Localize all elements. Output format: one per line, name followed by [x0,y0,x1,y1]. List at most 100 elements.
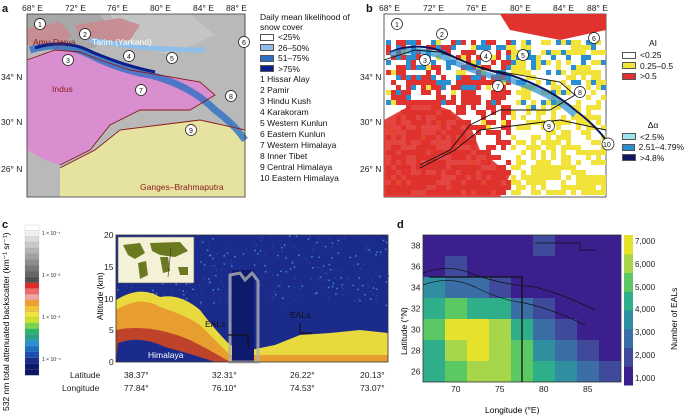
ai-cell [456,55,461,60]
noise-speck [317,237,320,239]
heatmap-cell [467,256,489,277]
lat-ticks-a: 34° N 30° N 26° N [1,72,22,174]
ai-cell [441,80,446,85]
ai-cell [476,75,481,80]
ai-cell [431,45,436,50]
ai-cell [451,95,456,100]
ai-cell [566,55,571,60]
ai-cell [566,85,571,90]
ai-cell [586,85,591,90]
lat-value: 38.37° [124,370,149,380]
region-item: 5 Western Kunlun [260,118,328,128]
ai-cell [476,45,481,50]
ai-cell [511,115,516,120]
ai-cell [436,65,441,70]
ai-cell [576,145,581,150]
noise-speck [331,285,334,288]
y-tick: 32 [411,304,421,314]
ai-cell [536,165,541,170]
ai-cell [486,120,491,125]
ai-cell [576,50,581,55]
noise-speck [262,236,265,239]
noise-speck [385,241,388,244]
ai-cell [506,40,511,45]
ai-cell [476,55,481,60]
lon-tick: 84° E [553,3,574,13]
noise-speck [260,239,262,242]
ai-cell [391,90,396,95]
ai-cell [546,135,551,140]
noise-speck [212,274,215,277]
noise-speck [273,291,276,293]
ai-cell [561,90,566,95]
colorbar-segment [624,272,633,292]
ai-cell [576,115,581,120]
noise-speck [297,261,300,263]
ai-cell [476,125,481,130]
noise-speck [326,273,328,275]
ai-cell [536,55,541,60]
ai-cell [546,60,551,65]
panel-b-map: 1 2 3 4 5 6 7 8 9 10 68° E 72° E 76° E 8… [360,3,615,198]
ai-cell [386,45,391,50]
ai-cell [506,160,511,165]
ai-cell [526,125,531,130]
colorbar-tick: 5,000 [635,283,656,292]
lon-value: 73.07° [360,383,385,393]
noise-speck [324,272,326,274]
ai-cell [571,145,576,150]
ai-cell [596,120,601,125]
panel-a-legend: Daily mean likelihood of snow cover <25%… [260,12,355,184]
ai-cell [566,75,571,80]
noise-speck [283,244,286,246]
ai-cell [481,110,486,115]
svg-text:7: 7 [496,84,500,91]
y-tick: 15 [104,262,114,272]
heatmap-cell [577,361,599,382]
noise-speck [305,258,308,261]
ai-cell [491,120,496,125]
ai-cell [511,60,516,65]
ai-cell [511,45,516,50]
ai-cell [406,55,411,60]
ai-cell [401,40,406,45]
noise-speck [376,251,378,253]
ai-cell [546,100,551,105]
y-tick: 5 [109,325,114,335]
ai-cell [566,175,571,180]
ai-cell [526,110,531,115]
basin-label-amu: Amu Darya [33,37,76,47]
noise-speck [200,241,203,244]
noise-speck [368,285,371,288]
ai-cell [566,185,571,190]
ai-cell [526,75,531,80]
noise-speck [255,244,258,246]
noise-speck [341,284,343,286]
noise-speck [292,298,295,300]
ai-cell [466,100,471,105]
ai-cell [596,180,601,185]
ai-cell [406,90,411,95]
noise-speck [280,247,283,249]
ai-cell [576,185,581,190]
colorbar-segment [24,242,40,249]
noise-speck [215,268,217,270]
ai-cell [486,100,491,105]
ai-cell [531,105,536,110]
noise-speck [288,285,290,288]
noise-speck [230,260,232,262]
heatmap-cell [511,235,533,256]
heatmap-cell [599,256,621,277]
lat-value: 20.13° [360,370,385,380]
ai-cell [551,90,556,95]
ai-cell [391,70,396,75]
ai-cell [506,110,511,115]
ai-cell [551,145,556,150]
region-item: 3 Hindu Kush [260,96,312,106]
noise-speck [298,254,300,257]
noise-speck [375,271,377,273]
ai-cell [386,90,391,95]
ai-cell [576,65,581,70]
ai-cell [536,160,541,165]
ai-cell [411,40,416,45]
